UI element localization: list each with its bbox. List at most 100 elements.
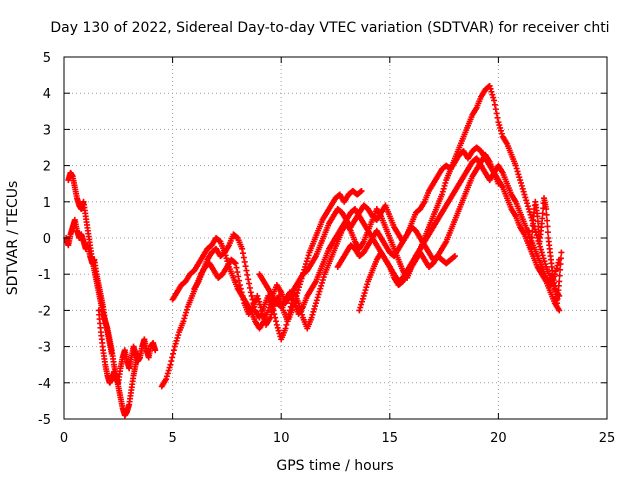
data-point <box>270 307 277 314</box>
data-point <box>498 127 505 134</box>
y-tick-label: 5 <box>43 51 51 66</box>
x-tick-label: 10 <box>273 431 290 446</box>
data-point <box>440 185 447 192</box>
data-point <box>256 298 263 305</box>
data-point <box>543 206 550 213</box>
data-point <box>152 347 159 354</box>
data-point <box>164 370 171 377</box>
data-point <box>360 292 367 299</box>
data-points <box>63 82 565 419</box>
data-point <box>254 292 261 299</box>
data-point <box>170 347 177 354</box>
data-point <box>539 215 546 222</box>
data-point <box>529 228 536 235</box>
y-tick-label: 4 <box>43 87 51 102</box>
data-point <box>513 165 520 172</box>
x-tick-label: 25 <box>599 431 616 446</box>
data-point <box>496 122 503 129</box>
data-point <box>166 364 173 371</box>
data-point <box>168 358 175 365</box>
data-point <box>165 367 172 374</box>
data-point <box>358 187 365 194</box>
data-point <box>244 271 251 278</box>
data-point <box>245 276 252 283</box>
data-point <box>538 249 545 256</box>
data-point <box>282 325 289 332</box>
data-point <box>487 85 494 92</box>
data-point <box>553 265 560 272</box>
data-point <box>265 307 272 314</box>
y-axis-label: SDTVAR / TECUs <box>5 181 21 296</box>
series-arc-8 <box>334 151 502 270</box>
series-arc-10 <box>525 195 565 307</box>
data-point <box>489 91 496 98</box>
data-point <box>492 106 499 113</box>
data-point <box>303 258 310 265</box>
data-point <box>235 273 242 280</box>
data-point <box>356 307 363 314</box>
series-arc-7 <box>256 155 563 318</box>
chart-title: Day 130 of 2022, Sidereal Day-to-day VTE… <box>50 20 609 36</box>
data-point <box>246 280 253 287</box>
data-point <box>491 101 498 108</box>
data-point <box>541 258 548 265</box>
data-point <box>232 260 239 267</box>
data-point <box>286 307 293 314</box>
y-tick-label: 0 <box>43 232 51 247</box>
data-point <box>438 191 445 198</box>
data-point <box>225 261 232 268</box>
data-point <box>490 94 497 101</box>
data-point <box>442 179 449 186</box>
data-point <box>521 191 528 198</box>
data-point <box>271 311 278 318</box>
x-tick-label: 5 <box>168 431 176 446</box>
data-point <box>540 255 547 262</box>
data-point <box>171 343 178 350</box>
data-point <box>183 309 190 316</box>
data-point <box>175 332 182 339</box>
y-tick-label: -2 <box>38 304 51 319</box>
data-point <box>528 234 535 241</box>
data-point <box>287 303 294 310</box>
data-point <box>243 267 250 274</box>
data-point <box>250 300 257 307</box>
data-point <box>284 318 291 325</box>
data-point <box>528 240 535 247</box>
data-point <box>239 250 246 257</box>
data-point <box>312 300 319 307</box>
data-point <box>315 291 322 298</box>
data-point <box>233 264 240 271</box>
data-point <box>364 281 371 288</box>
data-point <box>249 296 256 303</box>
x-axis-label: GPS time / hours <box>276 458 393 474</box>
data-point <box>515 171 522 178</box>
data-point <box>361 290 368 297</box>
data-point <box>286 311 293 318</box>
data-point <box>242 263 249 270</box>
data-point <box>274 324 281 331</box>
data-point <box>273 321 280 328</box>
data-point <box>362 287 369 294</box>
data-point <box>316 288 323 295</box>
data-point <box>441 182 448 189</box>
data-point <box>311 305 318 312</box>
data-point <box>173 337 180 344</box>
data-point <box>556 307 563 314</box>
data-point <box>554 262 561 269</box>
data-point <box>240 254 247 261</box>
data-point <box>163 373 170 380</box>
y-tick-label: 2 <box>43 160 51 175</box>
data-point <box>498 130 505 137</box>
data-point <box>172 340 179 347</box>
data-point <box>247 289 254 296</box>
data-point <box>524 203 531 210</box>
data-point <box>544 229 551 236</box>
data-point <box>283 321 290 328</box>
data-point <box>308 314 315 321</box>
data-point <box>534 218 541 225</box>
data-point <box>556 278 563 285</box>
data-point <box>451 253 458 260</box>
data-point <box>516 174 523 181</box>
data-point <box>167 361 174 368</box>
data-point <box>169 354 176 361</box>
